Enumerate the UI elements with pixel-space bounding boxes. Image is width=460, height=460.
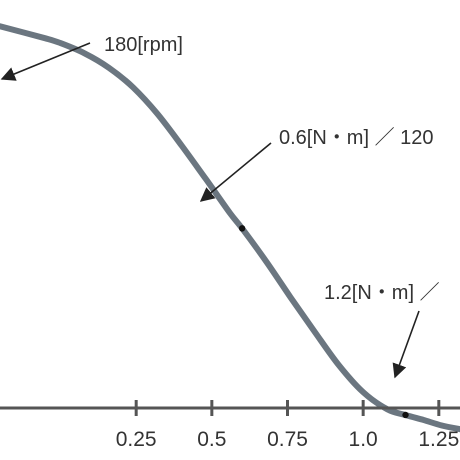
x-tick-label-1: 0.5 — [197, 428, 226, 451]
annotation-point-1 — [238, 225, 246, 232]
annotation-point-2 — [402, 411, 409, 419]
x-tick-label-3: 1.0 — [349, 428, 378, 451]
x-tick-label-2: 0.75 — [267, 428, 308, 451]
x-tick-label-0: 0.25 — [116, 428, 157, 451]
annotation-label-1: 0.6[N・m] ／ 120 — [279, 127, 434, 149]
annotation-arrow-2 — [392, 310, 420, 379]
annotation-label-2: 1.2[N・m] ／ — [324, 282, 440, 304]
annotation-arrow-0 — [0, 42, 91, 81]
x-tick-label-4: 1.25 — [418, 428, 459, 451]
annotation-arrow-1 — [199, 142, 272, 202]
series-line-0 — [0, 23, 460, 433]
annotation-label-0: 180[rpm] — [104, 34, 183, 56]
